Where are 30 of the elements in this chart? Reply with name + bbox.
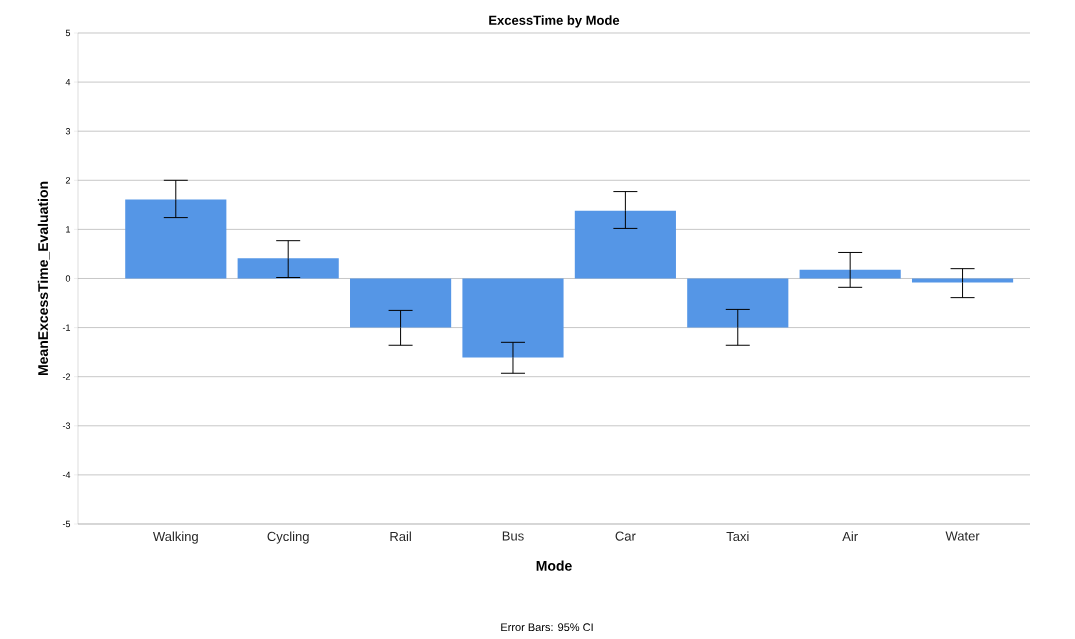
x-tick-label: Water <box>945 531 980 541</box>
bar <box>237 258 339 279</box>
x-tick-label: Car <box>615 531 636 541</box>
x-axis-title: Mode <box>536 560 572 571</box>
y-tick-label: -2 <box>62 373 71 380</box>
chart-title: ExcessTime by Mode <box>489 15 620 28</box>
y-tick-label: 1 <box>66 226 71 233</box>
bar <box>911 278 1014 283</box>
y-tick-label: -5 <box>62 520 71 528</box>
x-tick-label: Cycling <box>267 531 309 544</box>
bar <box>350 278 452 328</box>
bar <box>462 278 564 358</box>
x-tick-label: Walking <box>152 531 198 544</box>
y-tick-label: -4 <box>62 471 71 478</box>
y-tick-label: 2 <box>65 177 71 184</box>
x-tick-label: Air <box>842 531 858 541</box>
bar <box>574 210 676 279</box>
bar <box>687 278 789 328</box>
y-tick-label: -1 <box>62 324 71 331</box>
y-tick-label: 0 <box>65 275 71 282</box>
text: Error Bars: 95% CI <box>501 623 593 632</box>
y-axis-title: MeanExcessTime_Evaluation <box>37 181 50 376</box>
x-tick-label: Bus <box>502 531 524 541</box>
y-tick-label: 4 <box>65 78 71 86</box>
x-tick-label: Rail <box>390 531 411 542</box>
y-tick-label: -3 <box>62 422 71 429</box>
x-tick-label: Taxi <box>726 531 749 542</box>
bar <box>125 199 227 279</box>
y-tick-label: 3 <box>65 128 71 135</box>
y-tick-label: 5 <box>65 29 71 37</box>
